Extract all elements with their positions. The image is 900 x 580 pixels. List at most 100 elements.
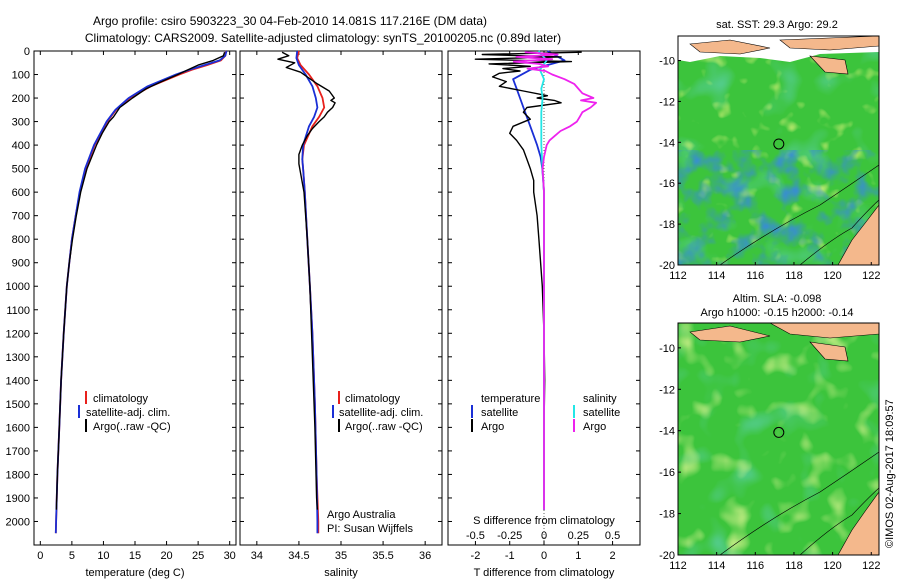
- y-tick-label: 500: [12, 164, 30, 176]
- x-tick-label: 5: [69, 550, 75, 562]
- legend-label-satellite: satellite-adj. clim.: [86, 407, 170, 419]
- map-y-tick-label: -16: [659, 467, 675, 479]
- land-sumba: [809, 55, 849, 75]
- map-x-tick-label: 112: [669, 270, 687, 282]
- map-x-tick-label: 120: [823, 270, 841, 282]
- temperature-panel: 0 5 10 15 20 25 300100200300400500600700800900…: [6, 46, 237, 579]
- land-australia: [837, 491, 879, 555]
- x-tick-label: 34: [251, 550, 263, 562]
- x-tick-label: 20: [160, 550, 172, 562]
- bathymetry-contour: [799, 199, 879, 265]
- argo-position-marker: [773, 138, 785, 150]
- salinity-x-axis-label: salinity: [324, 567, 358, 579]
- legend-label-argo: Argo(..raw -QC): [93, 421, 171, 433]
- y-tick-label: 1200: [6, 328, 30, 340]
- s-axis-label: S difference from climatology: [473, 515, 615, 527]
- y-tick-label: 1800: [6, 469, 30, 481]
- sla-map-frame: [677, 322, 880, 556]
- map-x-tick-label: 112: [669, 560, 687, 572]
- sla-map-title-line1: Altim. SLA: -0.098: [733, 293, 822, 305]
- s-tick-label: 0.25: [568, 530, 589, 542]
- y-tick-label: 1500: [6, 399, 30, 411]
- sst-map-frame: [677, 35, 880, 266]
- y-tick-label: 1400: [6, 375, 30, 387]
- difference-x-axis-label: T difference from climatology: [474, 567, 615, 579]
- figure-title-line2: Climatology: CARS2009. Satellite-adjuste…: [85, 31, 561, 45]
- sla-map-high-patches: [678, 323, 879, 555]
- x-tick-label: 15: [129, 550, 141, 562]
- map-y-tick-label: -20: [659, 550, 675, 562]
- difference-series-temperature-argo: [474, 51, 582, 510]
- x-tick-label: 2: [610, 550, 616, 562]
- y-tick-label: 400: [12, 140, 30, 152]
- map-y-tick-label: -20: [659, 260, 675, 272]
- land-nusa-tenggara: [779, 36, 879, 51]
- x-tick-label: 36: [419, 550, 431, 562]
- map-y-tick-label: -14: [659, 426, 675, 438]
- map-x-tick-label: 116: [747, 560, 765, 572]
- x-tick-label: -1: [505, 550, 515, 562]
- y-tick-label: 600: [12, 187, 30, 199]
- bathymetry-contour: [799, 487, 879, 555]
- legend-label-satellite: satellite-adj. clim.: [339, 407, 423, 419]
- map-x-tick-label: 114: [708, 270, 726, 282]
- y-tick-label: 1900: [6, 493, 30, 505]
- bathymetry-contour: [719, 164, 879, 265]
- map-x-tick-label: 116: [747, 270, 765, 282]
- y-tick-label: 1000: [6, 281, 30, 293]
- sst-map-axes: 112 114 116 118 120 122 -10 -12 -14 -16 -18 -20: [659, 56, 880, 282]
- bathymetry-contour: [719, 451, 879, 555]
- x-tick-label: 34.5: [288, 550, 309, 562]
- map-y-tick-label: -10: [659, 343, 675, 355]
- temperature-series-climatology: [54, 50, 227, 534]
- imos-watermark: ©IMOS 02-Aug-2017 18:09:57: [884, 399, 896, 548]
- difference-series-temperature-satellite: [512, 50, 566, 510]
- x-tick-label: 1: [575, 550, 581, 562]
- sst-map-title: sat. SST: 29.3 Argo: 29.2: [716, 19, 838, 31]
- land-nusa-tenggara: [769, 323, 879, 339]
- map-y-tick-label: -18: [659, 219, 675, 231]
- y-tick-label: 900: [12, 258, 30, 270]
- map-x-tick-label: 122: [862, 270, 880, 282]
- sst-map: [678, 36, 879, 265]
- legend-heading-salinity: salinity: [583, 393, 617, 405]
- temperature-series-satellite-adj-clim-: [54, 50, 228, 534]
- map-y-tick-label: -16: [659, 178, 675, 190]
- s-tick-label: 0.5: [605, 530, 620, 542]
- map-y-tick-label: -12: [659, 96, 675, 108]
- x-tick-label: 0: [541, 550, 547, 562]
- map-y-tick-label: -10: [659, 56, 675, 68]
- difference-series-salinity-satellite: [537, 50, 548, 510]
- legend-label-t-argo: Argo: [481, 421, 504, 433]
- figure-title-line1: Argo profile: csiro 5903223_30 04-Feb-20…: [93, 14, 487, 28]
- x-tick-label: 35: [335, 550, 347, 562]
- y-tick-label: 1700: [6, 446, 30, 458]
- temperature-plot-frame: [33, 50, 237, 546]
- map-y-tick-label: -14: [659, 137, 675, 149]
- y-tick-label: 300: [12, 117, 30, 129]
- legend-label-argo: Argo(..raw -QC): [345, 421, 423, 433]
- land-australia: [837, 204, 879, 265]
- x-tick-label: 10: [97, 550, 109, 562]
- legend-label-s-satellite: satellite: [583, 407, 620, 419]
- argo-position-marker: [773, 426, 785, 438]
- y-tick-label: 100: [12, 70, 30, 82]
- y-tick-label: 200: [12, 93, 30, 105]
- s-tick-label: 0: [541, 530, 547, 542]
- s-tick-label: -0.25: [497, 530, 522, 542]
- difference-legend: temperature satellite Argo salinity sate…: [471, 393, 620, 433]
- temperature-legend: climatology satellite-adj. clim. Argo(..…: [78, 391, 171, 433]
- temperature-x-axis-label: temperature (deg C): [85, 567, 184, 579]
- temperature-series-argo-raw-qc-: [55, 51, 226, 510]
- x-tick-label: 30: [224, 550, 236, 562]
- y-tick-label: 0: [24, 46, 30, 58]
- legend-heading-temperature: temperature: [481, 393, 540, 405]
- x-tick-label: -2: [471, 550, 481, 562]
- credit-line1: Argo Australia: [327, 509, 396, 521]
- x-tick-label: 25: [192, 550, 204, 562]
- land-java: [689, 39, 771, 55]
- legend-label-climatology: climatology: [345, 393, 401, 405]
- difference-panel: -2 -1 0 1 2 T difference from climatology S di…: [447, 50, 641, 579]
- y-tick-label: 700: [12, 211, 30, 223]
- y-tick-label: 1600: [6, 422, 30, 434]
